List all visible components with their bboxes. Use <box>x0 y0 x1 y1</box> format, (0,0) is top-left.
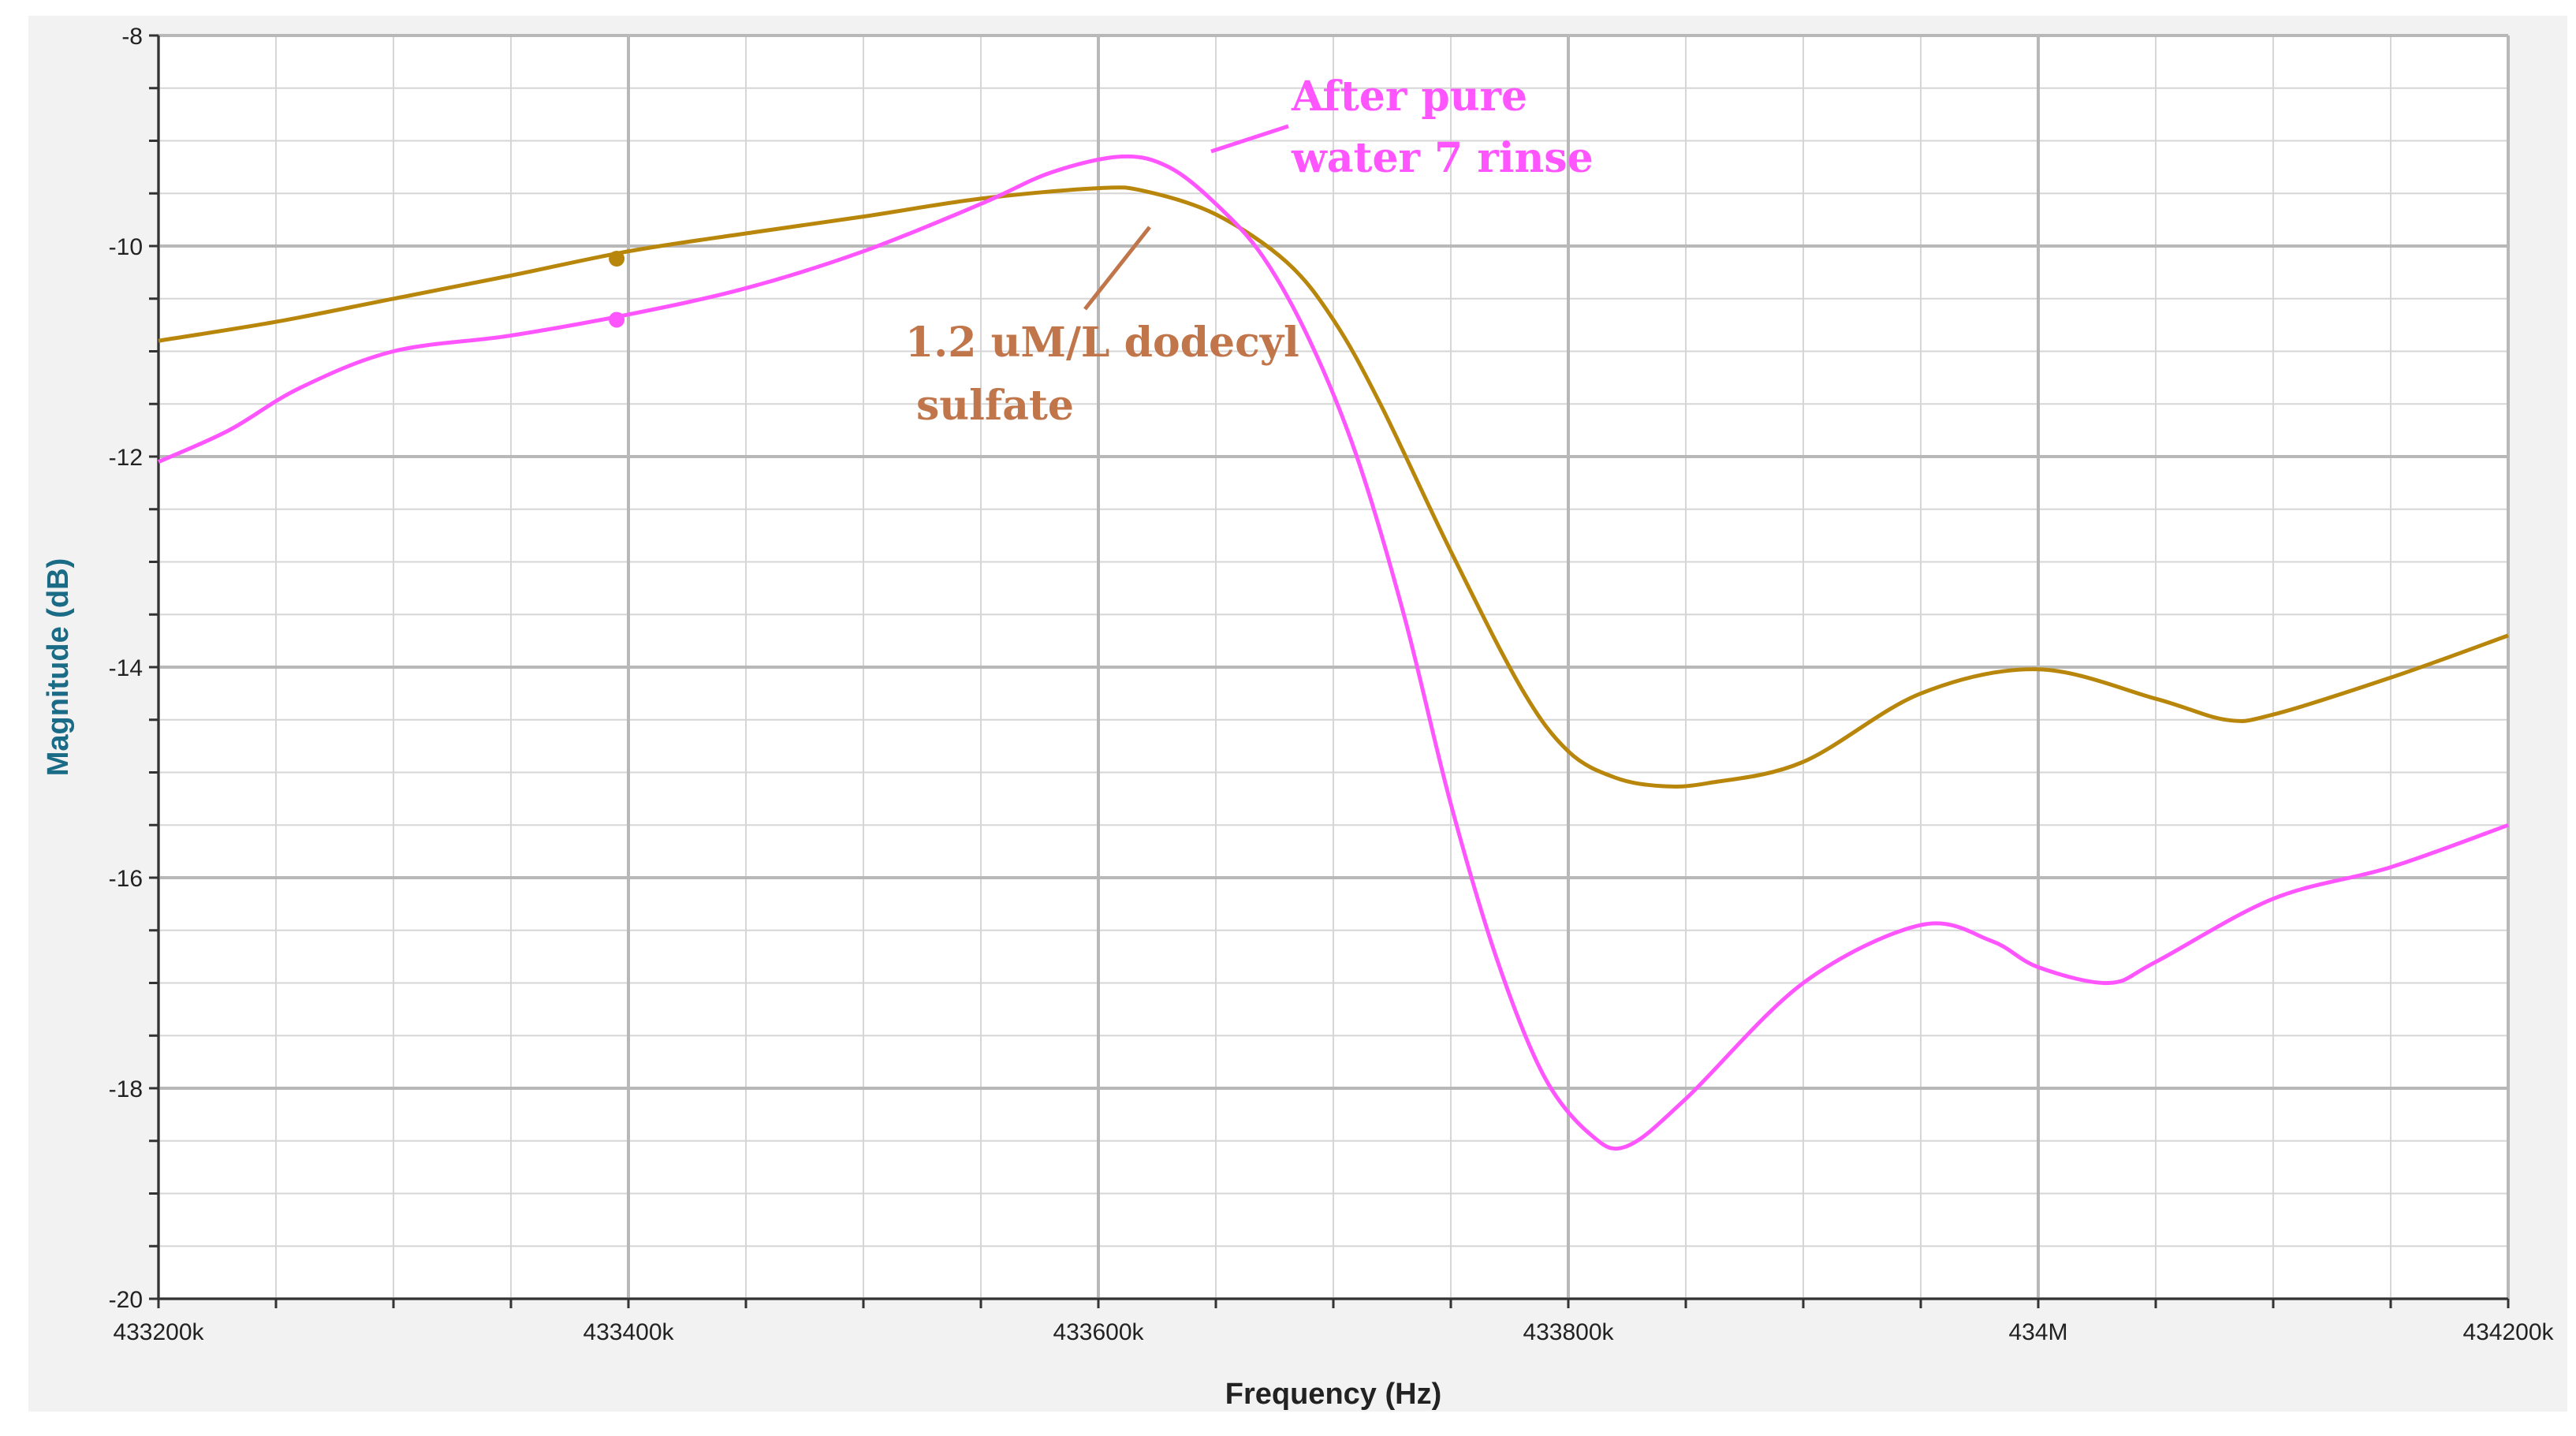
annotation-leader-sulfate <box>1083 226 1151 311</box>
y-tick-label: -14 <box>109 655 143 681</box>
y-tick-label: -20 <box>109 1287 143 1313</box>
y-tick-label: -8 <box>121 24 143 50</box>
x-tick-label: 434M <box>2008 1319 2067 1345</box>
y-tick-label: -12 <box>109 445 143 471</box>
x-tick-label: 433800k <box>1523 1319 1614 1345</box>
series-marker-sulfate <box>609 251 625 267</box>
frequency-response-chart: 433200k 433400k 433600k 433800k 434M 434200k -… <box>28 16 2567 1412</box>
annotation-sulfate-line-2: sulfate <box>916 382 1074 430</box>
series-group <box>157 154 2509 1151</box>
axes: 433200k 433400k 433600k 433800k 434M 434200k -… <box>109 24 2555 1345</box>
annotation-rinse-line-1: After pure <box>1291 73 1527 121</box>
x-axis-title: Frequency (Hz) <box>1225 1378 1441 1411</box>
y-tick-label: -10 <box>109 234 143 260</box>
series-line-rinse <box>157 154 2509 1151</box>
grid <box>157 34 2510 1300</box>
chart-frame: 433200k 433400k 433600k 433800k 434M 434200k -… <box>28 16 2567 1412</box>
series-line-sulfate <box>158 185 2509 789</box>
x-tick-label: 433600k <box>1053 1319 1144 1345</box>
series-marker-rinse <box>609 311 625 328</box>
x-tick-label: 433200k <box>113 1319 204 1345</box>
y-tick-label: -16 <box>109 866 143 892</box>
y-axis-title: Magnitude (dB) <box>42 558 75 777</box>
x-tick-label: 434200k <box>2462 1319 2554 1345</box>
annotation-leader-rinse <box>1210 124 1289 154</box>
annotations: After pure water 7 rinse 1.2 uM/L dodecy… <box>905 73 1594 430</box>
y-tick-label: -18 <box>109 1076 143 1102</box>
annotation-sulfate-line-1: 1.2 uM/L dodecyl <box>905 319 1299 367</box>
annotation-rinse-line-2: water 7 rinse <box>1291 134 1594 182</box>
x-tick-label: 433400k <box>583 1319 674 1345</box>
